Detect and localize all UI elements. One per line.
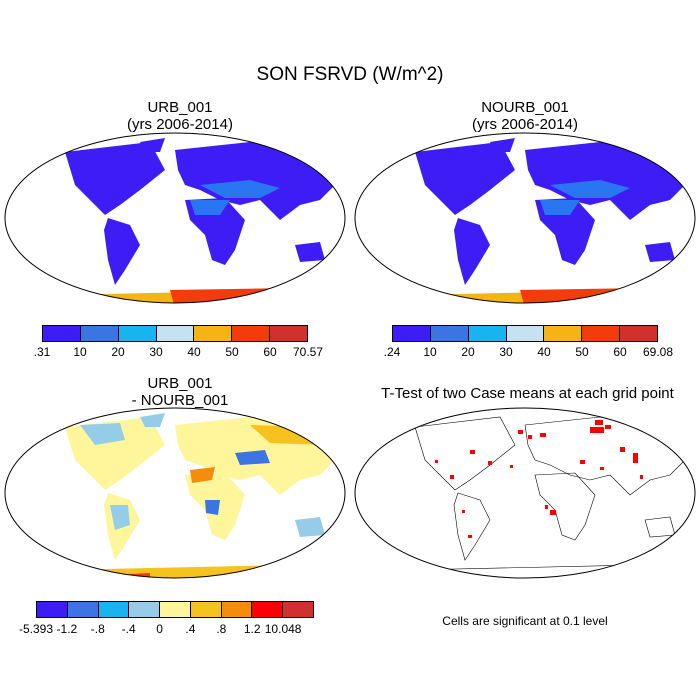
map-nourb	[354, 132, 696, 304]
colorbar-tick-label: 50	[225, 345, 239, 359]
colorbar-difference-labels: -5.393 -1.2 -.8 -.4 0 .4 .8 1.2 10.048	[19, 622, 314, 636]
colorbar-tick-label: .4	[185, 622, 196, 636]
colorbar-tick-label: -1.2	[56, 622, 78, 636]
colorbar-urb	[42, 325, 308, 342]
colorbar-swatch	[67, 602, 99, 617]
colorbar-swatch	[544, 326, 583, 341]
colorbar-swatch	[283, 602, 314, 617]
colorbar-nourb-labels: .24 10 20 30 40 50 60 69.08	[384, 345, 673, 359]
colorbar-swatch	[160, 602, 191, 617]
panel-title-difference: URB_001 - NOURB_001	[50, 375, 310, 409]
panel-title-line1: URB_001	[147, 99, 213, 116]
colorbar-swatch	[194, 326, 233, 341]
panel-title-nourb: NOURB_001 (yrs 2006-2014)	[395, 99, 655, 133]
colorbar-nourb	[392, 325, 658, 342]
colorbar-tick-label: 60	[613, 345, 627, 359]
colorbar-swatch	[98, 602, 130, 617]
colorbar-swatch	[252, 602, 284, 617]
map-difference	[4, 407, 346, 579]
colorbar-swatch	[393, 326, 431, 341]
significant-cells	[435, 420, 643, 538]
colorbar-swatch	[43, 326, 81, 341]
colorbar-tick-label: 30	[499, 345, 513, 359]
colorbar-tick-label: .24	[383, 345, 401, 359]
panel-title-line2: (yrs 2006-2014)	[127, 116, 233, 133]
colorbar-tick-label: 1.2	[243, 622, 261, 636]
panel-title-line1: T-Test of two Case means at each grid po…	[381, 385, 674, 402]
panel-title-line1: NOURB_001	[481, 99, 569, 116]
colorbar-tick-label: 40	[537, 345, 551, 359]
colorbar-tick-label: 50	[575, 345, 589, 359]
panel-title-urb: URB_001 (yrs 2006-2014)	[50, 99, 310, 133]
colorbar-tick-label: 20	[461, 345, 475, 359]
colorbar-tick-label: 20	[111, 345, 125, 359]
panel-title-ttest: T-Test of two Case means at each grid po…	[355, 385, 700, 402]
colorbar-tick-label: .8	[216, 622, 227, 636]
colorbar-urb-labels: .31 10 20 30 40 50 60 70.57	[34, 345, 323, 359]
figure-title: SON FSRVD (W/m^2)	[256, 64, 444, 85]
colorbar-tick-label: 69.08	[642, 345, 674, 359]
colorbar-swatch	[190, 602, 222, 617]
colorbar-tick-label: -.8	[90, 622, 105, 636]
colorbar-swatch	[468, 326, 507, 341]
colorbar-swatch	[506, 326, 545, 341]
colorbar-tick-label: 10	[73, 345, 87, 359]
colorbar-swatch	[37, 602, 68, 617]
colorbar-swatch	[232, 326, 271, 341]
map-urb	[4, 132, 346, 304]
colorbar-tick-label: 10.048	[264, 622, 302, 636]
colorbar-tick-label: 30	[149, 345, 163, 359]
significance-note: Cells are significant at 0.1 level	[442, 614, 608, 628]
colorbar-swatch	[221, 602, 253, 617]
colorbar-swatch	[430, 326, 469, 341]
map-ttest	[354, 407, 696, 579]
colorbar-swatch	[129, 602, 161, 617]
colorbar-tick-label: 40	[187, 345, 201, 359]
colorbar-swatch	[620, 326, 658, 341]
colorbar-swatch	[80, 326, 119, 341]
panel-title-line2: - NOURB_001	[131, 392, 229, 409]
panel-title-line1: URB_001	[147, 375, 213, 392]
colorbar-swatch	[270, 326, 308, 341]
colorbar-tick-label: 60	[263, 345, 277, 359]
colorbar-swatch	[118, 326, 157, 341]
colorbar-tick-label: 10	[423, 345, 437, 359]
colorbar-swatch	[156, 326, 195, 341]
panel-title-line2: (yrs 2006-2014)	[472, 116, 578, 133]
colorbar-tick-label: 0	[156, 622, 163, 636]
colorbar-tick-label: 70.57	[292, 345, 324, 359]
colorbar-tick-label: .31	[33, 345, 51, 359]
colorbar-tick-label: -.4	[121, 622, 136, 636]
colorbar-difference	[36, 601, 314, 618]
colorbar-swatch	[582, 326, 621, 341]
colorbar-tick-label: -5.393	[18, 622, 54, 636]
